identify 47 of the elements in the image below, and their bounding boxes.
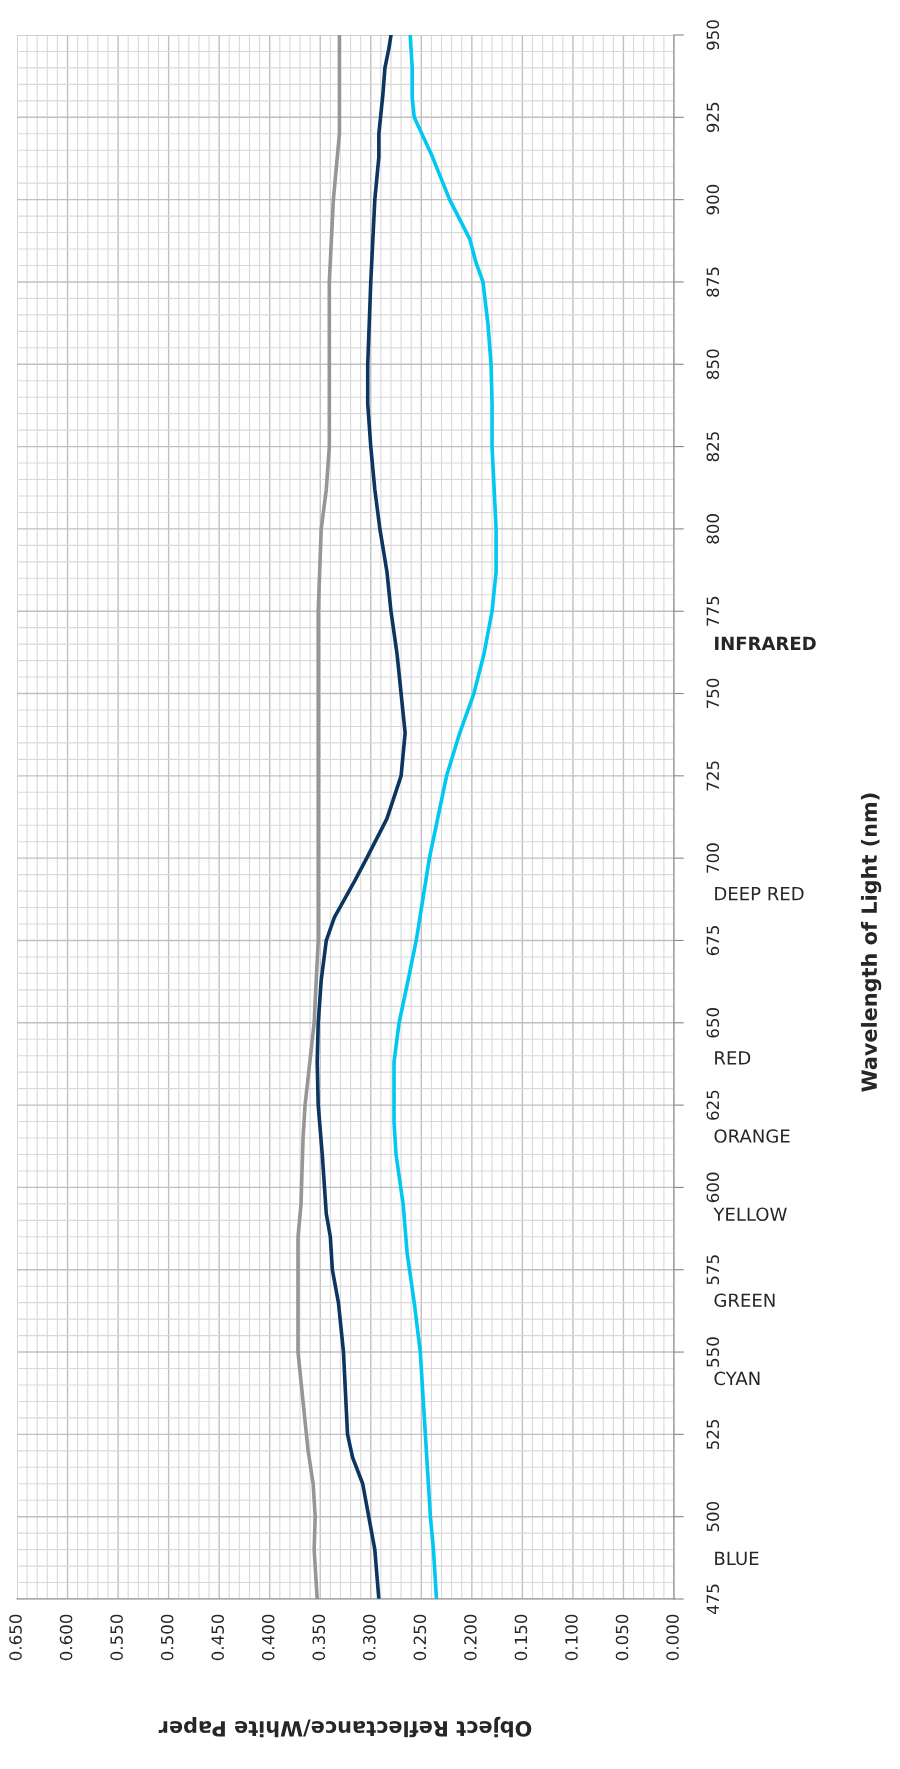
y-tick-label: 500 xyxy=(706,1501,720,1532)
x-tick-label: 0.150 xyxy=(514,1614,528,1661)
x-tick-label: 0.550 xyxy=(110,1614,123,1661)
text: BLUE xyxy=(715,1551,759,1566)
x-tick-label: 0.350 xyxy=(312,1614,326,1661)
y-tick-label: 750 xyxy=(706,678,720,709)
text: RED xyxy=(715,1051,751,1065)
x-tick-label: 0.400 xyxy=(261,1614,275,1661)
y-tick-label: 925 xyxy=(706,102,720,133)
y-tick-label: 575 xyxy=(706,1255,720,1285)
y-tick-label: 875 xyxy=(706,267,720,297)
text: YELLOW xyxy=(713,1207,787,1222)
x-tick-label: 0.450 xyxy=(211,1614,224,1661)
line-series xyxy=(392,35,498,1599)
y-tick-label: 850 xyxy=(706,349,720,380)
y-tick-label: 800 xyxy=(706,514,720,544)
text: GREEN xyxy=(714,1293,775,1308)
text: Wavelength of Light (nm) xyxy=(860,793,882,1092)
text: ORANGE xyxy=(714,1129,790,1143)
y-tick-label: 825 xyxy=(706,432,720,462)
y-tick-label: 950 xyxy=(706,20,720,50)
text: INFRARED xyxy=(715,636,816,650)
x-tick-label: 0.650 xyxy=(9,1614,22,1661)
y-tick-label: 625 xyxy=(706,1090,720,1120)
x-tick-label: 0.250 xyxy=(413,1614,427,1661)
y-tick-label: 600 xyxy=(706,1172,720,1203)
line-series xyxy=(315,35,407,1599)
x-tick-label: 0.500 xyxy=(160,1614,174,1661)
x-tick-label: 0.100 xyxy=(565,1614,578,1661)
y-tick-label: 775 xyxy=(706,596,720,626)
y-tick-label: 525 xyxy=(706,1419,720,1449)
x-tick-label: 0.050 xyxy=(615,1614,629,1661)
text: DEEP RED xyxy=(715,887,804,901)
x-tick-label: 0.300 xyxy=(363,1614,376,1661)
line-series xyxy=(296,35,342,1599)
x-axis-title: Object Reflectance/White Paper xyxy=(158,1716,532,1738)
x-tick-label: 0.000 xyxy=(666,1614,679,1661)
y-tick-label: 725 xyxy=(706,761,720,791)
y-tick-label: 675 xyxy=(706,926,720,956)
text: CYAN xyxy=(714,1371,760,1386)
y-tick-label: 475 xyxy=(706,1584,720,1615)
x-tick-label: 0.200 xyxy=(464,1614,477,1661)
y-tick-label: 900 xyxy=(706,184,720,215)
y-tick-label: 550 xyxy=(706,1337,720,1367)
y-tick-label: 700 xyxy=(706,843,720,873)
y-tick-label: 650 xyxy=(706,1007,720,1038)
x-tick-label: 0.600 xyxy=(59,1614,73,1661)
